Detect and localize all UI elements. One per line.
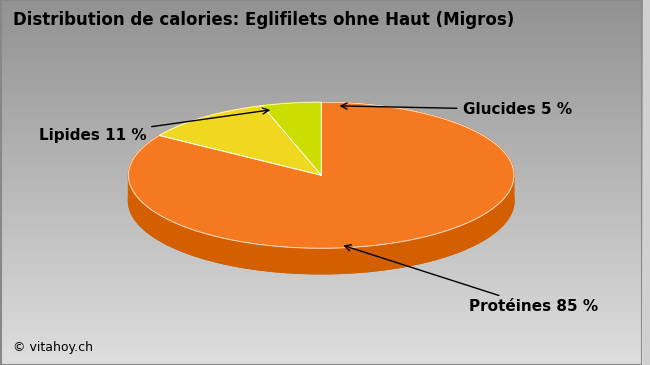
Text: Glucides 5 %: Glucides 5 % [341, 102, 571, 117]
Polygon shape [129, 102, 514, 248]
Polygon shape [129, 102, 514, 248]
Text: Protéines 85 %: Protéines 85 % [344, 245, 598, 314]
Text: Distribution de calories: Eglifilets ohne Haut (Migros): Distribution de calories: Eglifilets ohn… [13, 11, 514, 29]
Ellipse shape [129, 128, 514, 274]
Text: Lipides 11 %: Lipides 11 % [38, 108, 268, 143]
Polygon shape [129, 176, 514, 274]
Polygon shape [262, 102, 321, 175]
Polygon shape [159, 106, 321, 175]
Text: © vitahoy.ch: © vitahoy.ch [13, 341, 93, 354]
Polygon shape [262, 102, 321, 175]
Polygon shape [159, 106, 321, 175]
